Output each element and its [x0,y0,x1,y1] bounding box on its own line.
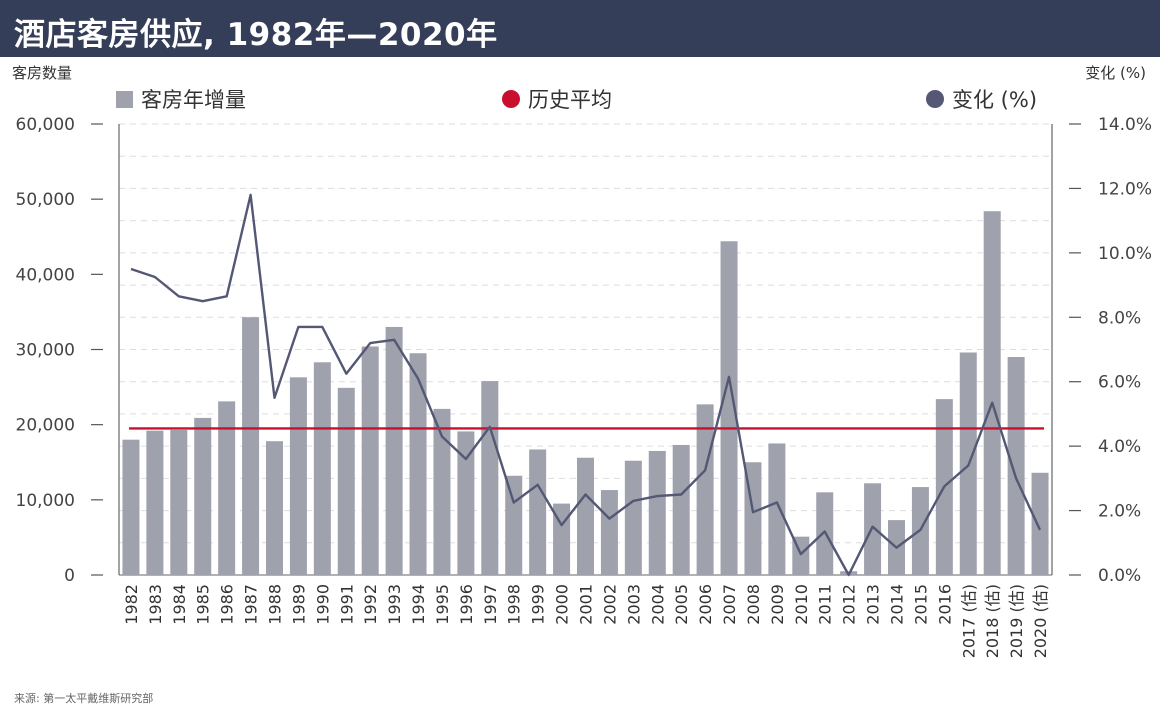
bar [218,401,236,575]
legend-change: 变化 (%) [926,86,1037,112]
bar [624,460,642,575]
x-tick-label: 2012 [840,584,859,625]
bar [122,439,140,575]
x-tick-label: 2001 [577,584,596,625]
x-tick-label: 2018 (估) [983,584,1002,658]
x-tick-label: 1996 [457,584,476,625]
bar [433,408,451,575]
x-tick-label: 1983 [146,584,165,625]
x-tick-label: 1997 [481,584,500,625]
right-tick-label: 12.0% [1098,179,1152,199]
right-tick-label: 4.0% [1098,437,1141,457]
right-tick-label: 0.0% [1098,566,1141,586]
x-tick-label: 1994 [409,584,428,625]
bar [385,326,403,575]
x-tick-label: 2011 [816,584,835,625]
title-bar: 酒店客房供应, 1982年—2020年 [0,0,1160,57]
left-tick-label: 40,000 [16,265,75,285]
legend-bar-swatch [116,90,133,108]
x-tick-label: 1995 [433,584,452,625]
x-tick-label: 1988 [266,584,285,625]
bar [361,346,379,575]
bar [289,377,307,575]
source-note: 来源: 第一太平戴维斯研究部 [14,692,154,705]
bar [600,490,618,575]
bar [337,387,355,575]
x-tick-label: 1993 [385,584,404,625]
left-tick-label: 30,000 [16,341,75,361]
bar [505,475,523,575]
x-tick-label: 2009 [768,584,787,625]
x-tick-label: 2005 [672,584,691,625]
x-tick-label: 2003 [624,584,643,625]
bar [696,404,714,575]
legend-average-label: 历史平均 [528,88,612,112]
x-tick-label: 2014 [888,584,907,625]
x-tick-label: 1984 [170,584,189,625]
x-tick-label: 1989 [289,584,308,625]
x-tick-label: 2006 [696,584,715,625]
bar [768,443,786,575]
bar [313,362,331,575]
left-axis-label: 客房数量 [12,64,73,82]
left-tick-label: 50,000 [16,190,75,210]
legend-change-label: 变化 (%) [952,88,1038,112]
x-tick-label: 2016 [935,584,954,625]
x-tick-label: 2007 [720,584,739,625]
x-tick-label: 2004 [648,584,667,625]
right-tick-label: 14.0% [1098,115,1152,135]
bar [170,429,188,575]
left-tick-label: 60,000 [16,115,75,135]
x-tick-label: 1992 [361,584,380,625]
x-tick-label: 2019 (估) [1007,584,1026,658]
x-tick-label: 1985 [194,584,213,625]
x-tick-label: 1982 [122,584,141,625]
bar [983,211,1001,575]
change-line [130,193,1042,577]
bar [409,353,427,575]
x-tick-label: 2017 (估) [959,584,978,658]
x-tick-label: 2008 [744,584,763,625]
bar [577,457,594,575]
bar [457,431,475,575]
x-tick-label: 1998 [505,584,524,625]
x-tick-label: 1999 [529,584,548,625]
bar [720,241,738,575]
bar [1007,357,1025,575]
right-tick-label: 8.0% [1098,308,1141,328]
bar [529,449,547,575]
legend-change-dot [926,90,944,108]
right-axis-label: 变化 (%) [1085,64,1146,82]
left-tick-label: 0 [64,566,75,586]
left-tick-label: 10,000 [16,491,75,511]
bar [672,444,690,575]
right-tick-label: 2.0% [1098,502,1141,522]
x-tick-label: 1986 [218,584,237,625]
x-tick-label: 2013 [864,584,883,625]
x-tick-label: 2010 [792,584,811,625]
right-tick-label: 10.0% [1098,244,1152,264]
bar [648,450,666,575]
legend-average-dot [502,90,520,108]
legend-bars-label: 客房年增量 [141,88,246,112]
x-tick-label: 1991 [337,584,356,625]
x-tick-label: 1990 [313,584,332,625]
left-tick-label: 20,000 [16,416,75,436]
x-tick-label: 1987 [242,584,261,625]
bar [194,417,212,575]
bar [481,381,499,575]
bar [1031,472,1049,575]
bar [266,441,283,575]
legend-bars: 客房年增量 [116,86,246,112]
x-tick-label: 2000 [553,584,572,625]
right-tick-label: 6.0% [1098,373,1141,393]
legend-average: 历史平均 [502,86,612,112]
x-tick-label: 2015 [911,584,930,625]
bar [146,430,164,575]
x-tick-label: 2002 [600,584,619,625]
chart-title: 酒店客房供应, 1982年—2020年 [14,17,498,53]
bar [242,317,260,575]
x-tick-label: 2020 (估) [1031,584,1050,658]
